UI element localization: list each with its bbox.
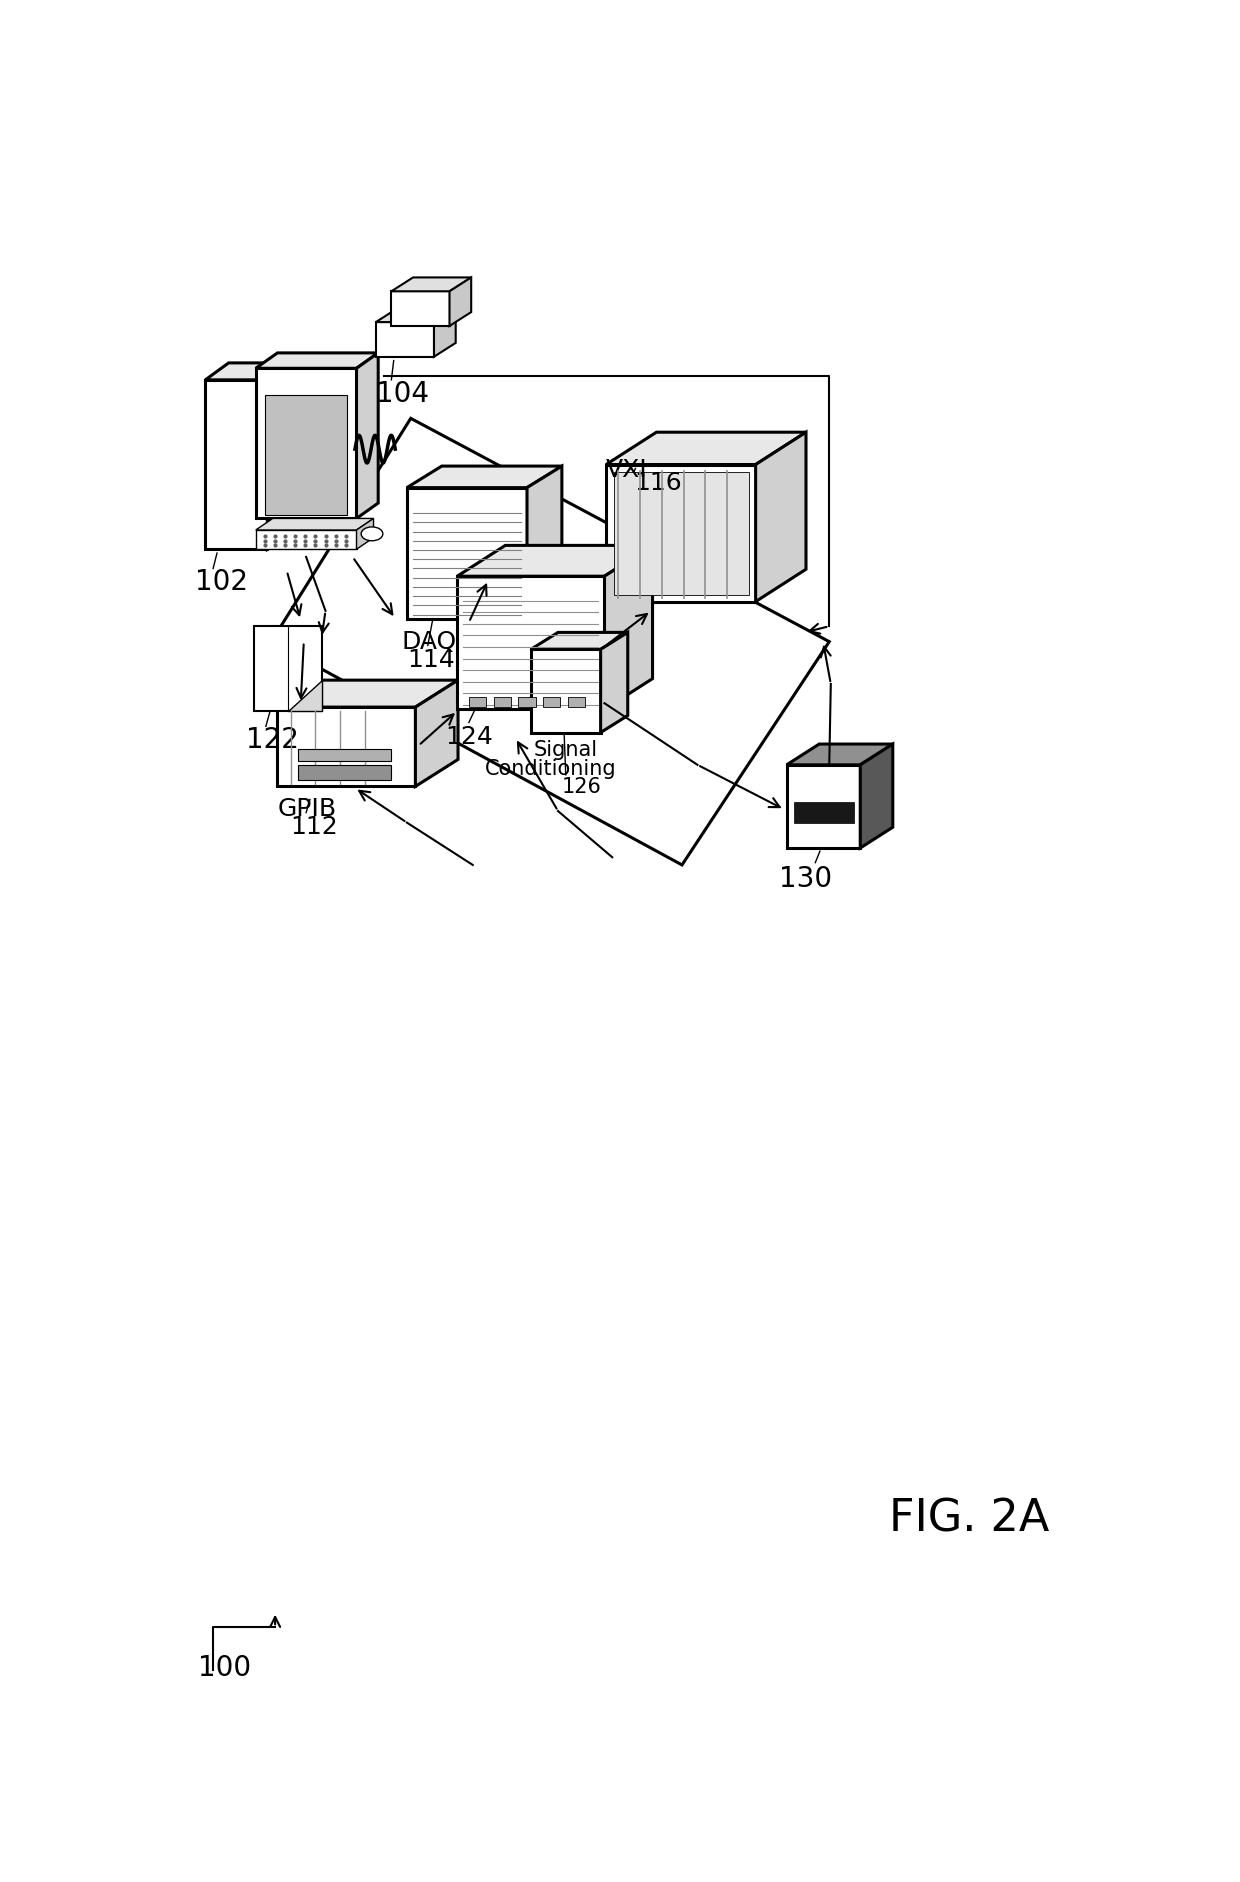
Polygon shape	[518, 696, 536, 708]
Polygon shape	[255, 531, 357, 550]
Polygon shape	[376, 309, 456, 322]
Polygon shape	[255, 369, 357, 518]
Polygon shape	[605, 546, 652, 710]
Polygon shape	[255, 354, 378, 369]
Text: VXI: VXI	[606, 459, 647, 482]
Polygon shape	[357, 518, 373, 550]
Polygon shape	[531, 632, 627, 649]
Polygon shape	[786, 764, 861, 849]
Polygon shape	[449, 277, 471, 326]
Text: 112: 112	[290, 815, 339, 839]
Polygon shape	[606, 465, 755, 602]
Polygon shape	[407, 467, 562, 487]
Polygon shape	[376, 322, 434, 358]
Polygon shape	[434, 309, 456, 358]
Polygon shape	[786, 743, 893, 764]
Text: FIG. 2A: FIG. 2A	[889, 1498, 1049, 1541]
Polygon shape	[278, 708, 415, 787]
Polygon shape	[299, 764, 392, 781]
Text: 116: 116	[634, 470, 682, 495]
Polygon shape	[458, 546, 652, 576]
Polygon shape	[543, 696, 560, 708]
Polygon shape	[407, 487, 527, 619]
Polygon shape	[469, 696, 486, 708]
Polygon shape	[600, 632, 627, 732]
Polygon shape	[794, 802, 854, 822]
Text: 124: 124	[445, 725, 494, 749]
Text: GPIB: GPIB	[278, 798, 336, 821]
Polygon shape	[531, 649, 600, 732]
Polygon shape	[268, 523, 289, 527]
Polygon shape	[614, 472, 749, 595]
Polygon shape	[392, 292, 449, 326]
Text: Signal: Signal	[533, 740, 598, 760]
Polygon shape	[458, 576, 605, 710]
Polygon shape	[268, 527, 281, 542]
Polygon shape	[268, 363, 290, 550]
Text: 114: 114	[407, 647, 455, 672]
Text: 104: 104	[376, 380, 429, 408]
Polygon shape	[206, 380, 268, 550]
Text: 130: 130	[780, 866, 832, 892]
Polygon shape	[281, 523, 289, 542]
Text: 122: 122	[247, 726, 299, 755]
Text: 126: 126	[562, 777, 601, 798]
Polygon shape	[206, 363, 290, 380]
Polygon shape	[392, 277, 471, 292]
Polygon shape	[299, 749, 392, 760]
Polygon shape	[755, 433, 806, 602]
Polygon shape	[606, 433, 806, 465]
Ellipse shape	[361, 527, 383, 540]
Polygon shape	[265, 395, 347, 514]
Text: 100: 100	[197, 1654, 250, 1683]
Polygon shape	[254, 627, 321, 711]
Polygon shape	[568, 696, 585, 708]
Text: DAQ: DAQ	[402, 630, 456, 655]
Polygon shape	[494, 696, 511, 708]
Polygon shape	[861, 743, 893, 849]
Text: 102: 102	[196, 568, 248, 597]
Polygon shape	[288, 679, 321, 711]
Text: Conditioning: Conditioning	[485, 758, 616, 779]
Polygon shape	[255, 518, 373, 531]
Polygon shape	[415, 679, 458, 787]
Polygon shape	[278, 679, 458, 708]
Polygon shape	[357, 354, 378, 518]
Polygon shape	[527, 467, 562, 619]
